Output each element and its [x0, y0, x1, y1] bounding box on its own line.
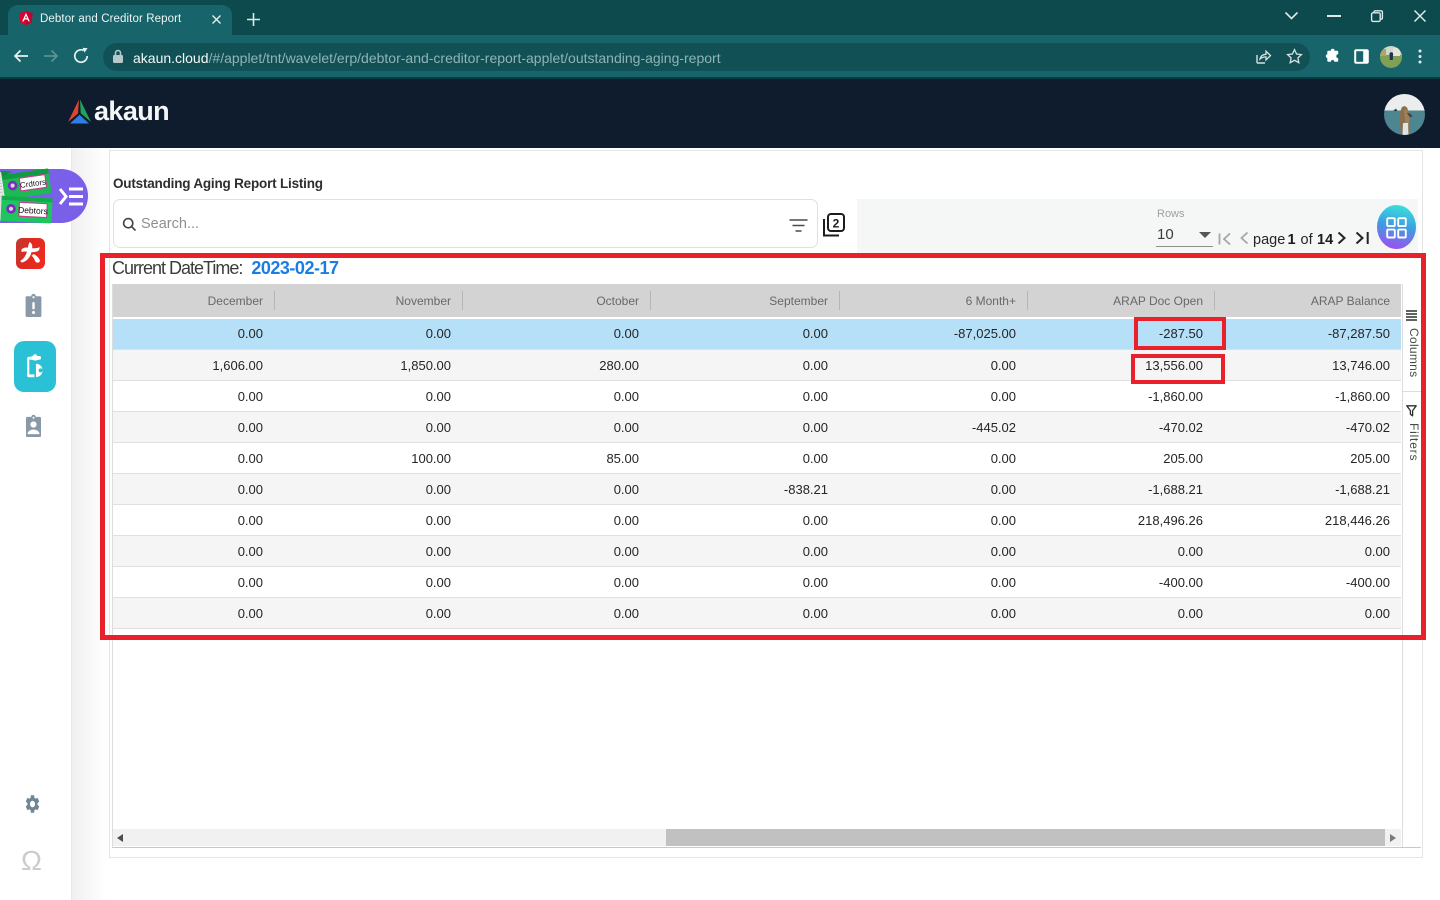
svg-text:Crdtors: Crdtors: [19, 177, 46, 190]
svg-text:Debtors: Debtors: [18, 205, 48, 217]
svg-text:2: 2: [833, 217, 840, 231]
